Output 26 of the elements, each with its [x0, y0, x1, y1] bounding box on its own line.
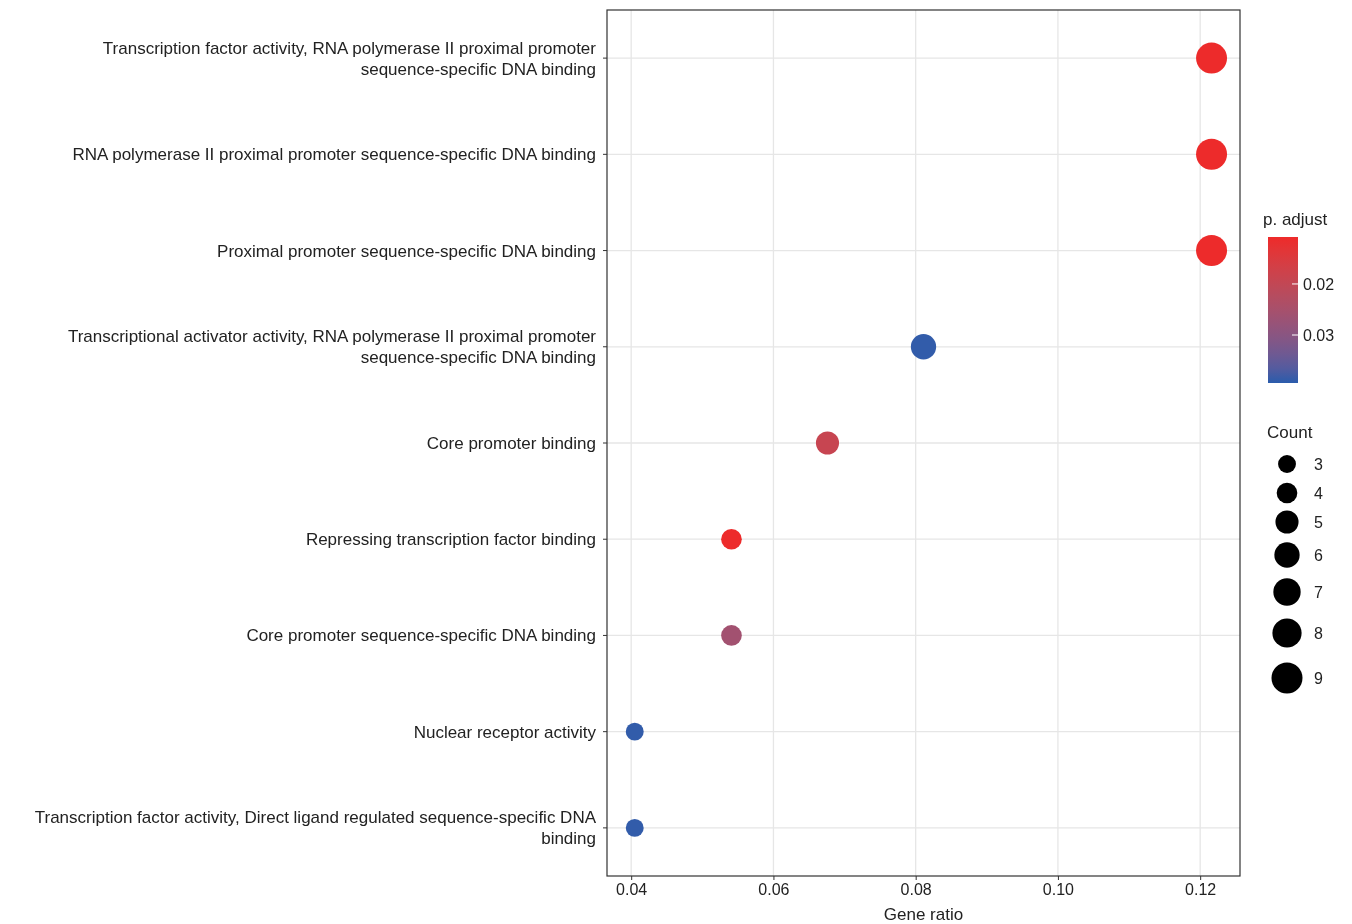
- color-bar-label: 0.02: [1303, 275, 1335, 293]
- legend-title: Count: [1267, 423, 1313, 442]
- legend-label: 8: [1314, 625, 1323, 642]
- y-tick-label: Core promoter sequence-specific DNA binding: [246, 626, 596, 646]
- y-tick-label: Nuclear receptor activity: [413, 722, 597, 742]
- x-tick-label: 0.12: [1185, 881, 1217, 899]
- x-tick-label: 0.06: [758, 881, 790, 899]
- legend-label: 4: [1314, 485, 1323, 502]
- legend-label: 9: [1314, 670, 1323, 687]
- y-tick-label: Proximal promoter sequence-specific DNA binding: [217, 241, 596, 261]
- legend-label: 3: [1314, 456, 1323, 473]
- color-bar-label: 0.03: [1303, 327, 1335, 345]
- legend-label: 6: [1314, 547, 1323, 564]
- x-axis-title: Gene ratio: [883, 905, 964, 924]
- y-tick-label: Transcription factor activity, RNA polymerase II proximal promoter sequence-specific DNA binding: [102, 38, 597, 79]
- y-tick-label: RNA polymerase II proximal promoter sequence-specific DNA binding: [72, 145, 596, 165]
- y-tick-label: Transcriptional activator activity, RNA polymerase II proximal promoter sequence-specific DNA binding: [67, 327, 597, 368]
- y-tick-label: Repressing transcription factor binding: [305, 530, 596, 550]
- y-tick-label: Core promoter binding: [426, 434, 596, 453]
- legend-label: 7: [1314, 584, 1323, 601]
- legend-label: 5: [1314, 514, 1323, 531]
- color-bar-title: p. adjust: [1263, 210, 1328, 229]
- x-tick-label: 0.10: [1042, 881, 1075, 899]
- y-tick-label: Transcription factor activity, Direct ligand regulated sequence-specific DNA binding: [34, 808, 597, 849]
- x-tick-label: 0.04: [616, 881, 648, 899]
- x-tick-label: 0.08: [900, 881, 932, 899]
